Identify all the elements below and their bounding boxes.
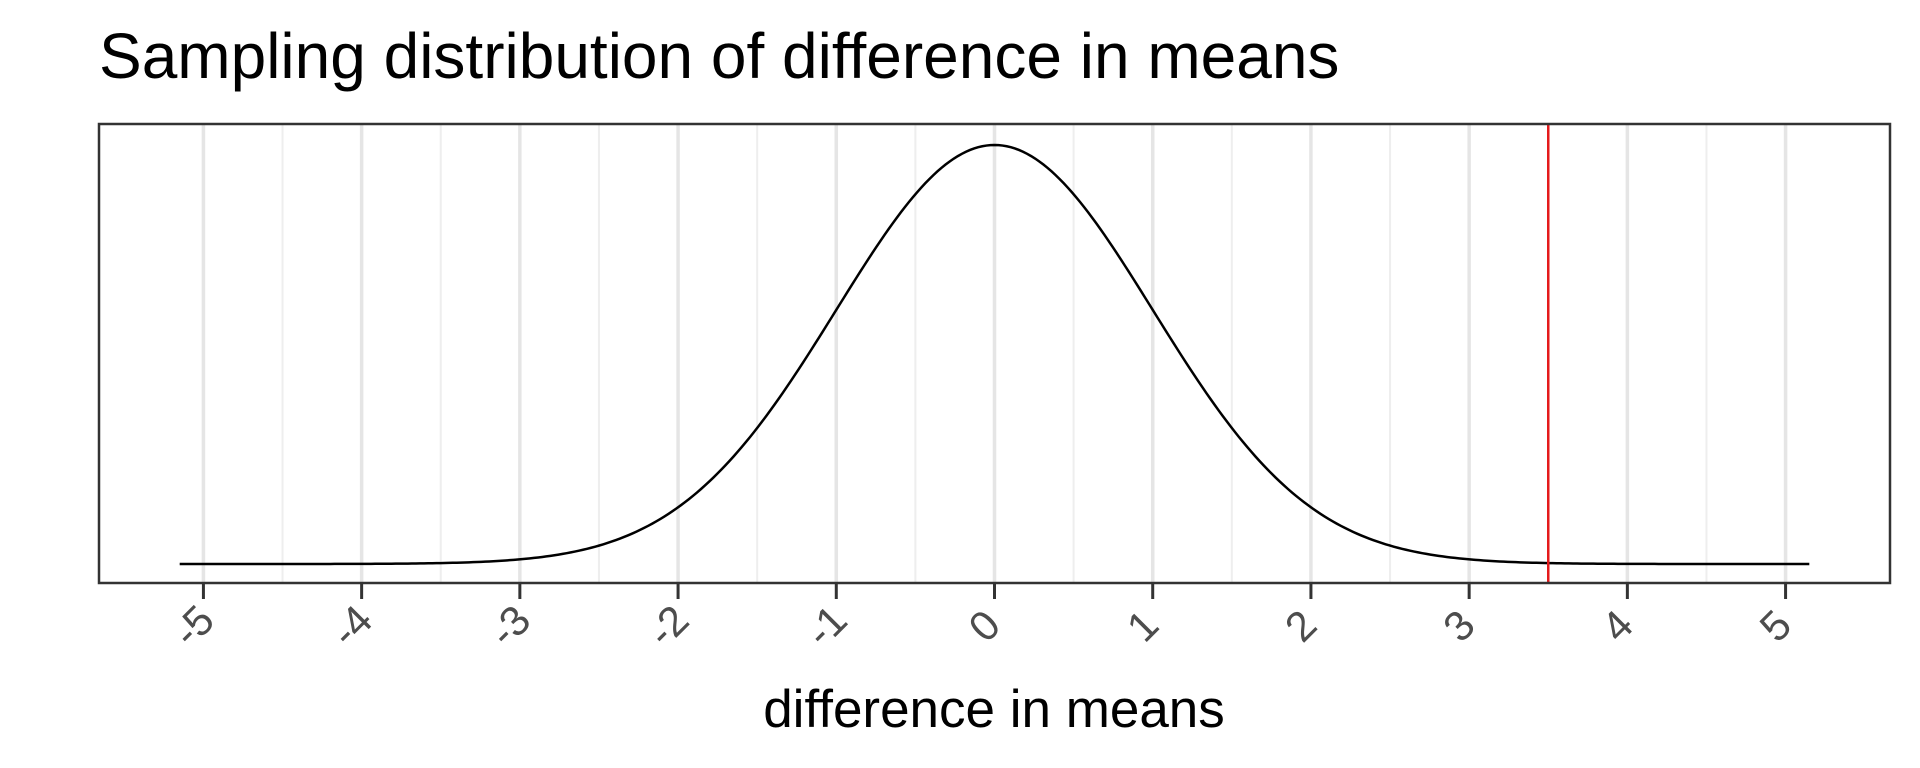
- x-tick-label: -2: [638, 596, 698, 656]
- chart-title: Sampling distribution of difference in m…: [99, 20, 1339, 92]
- x-tick-label: 0: [959, 601, 1009, 651]
- x-tick-label: 1: [1118, 601, 1168, 651]
- x-tick-label: 5: [1750, 601, 1800, 651]
- x-tick-label: -3: [480, 596, 540, 656]
- x-tick-label: 3: [1434, 601, 1484, 651]
- x-axis-title: difference in means: [763, 680, 1225, 739]
- x-tick-label: -1: [796, 596, 856, 656]
- x-tick-label: -4: [322, 596, 382, 656]
- density-curve: [179, 143, 1810, 566]
- x-tick-label: 2: [1276, 601, 1326, 651]
- x-tick-label: -5: [163, 596, 223, 656]
- x-tick-label: 4: [1592, 601, 1642, 651]
- density-curve-layer: [179, 143, 1810, 566]
- x-axis-ticks: -5 -4 -3 -2 -1 0 1 2 3 4 5: [163, 583, 1800, 656]
